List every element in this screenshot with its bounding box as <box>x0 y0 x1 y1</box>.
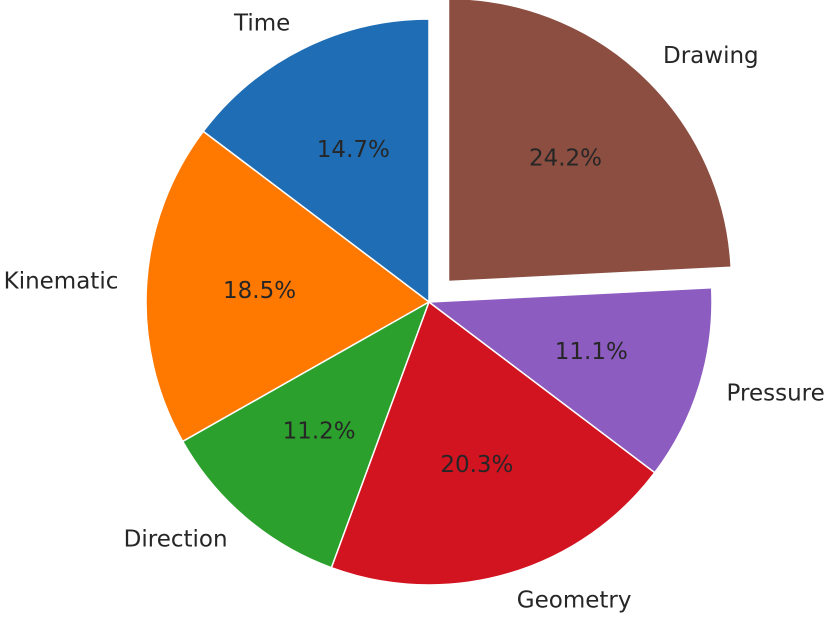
pie-labels: Time 14.7% Kinematic 18.5% Direction 11.2% Geo… <box>4 10 825 613</box>
slice-percent-time: 14.7% <box>317 137 390 163</box>
pie-slice-direction <box>181 301 430 569</box>
slice-label-kinematic: Kinematic <box>4 268 119 294</box>
slice-percent-pressure: 11.1% <box>555 339 628 365</box>
slice-percent-geometry: 20.3% <box>440 452 513 478</box>
slice-label-direction: Direction <box>124 526 228 552</box>
pie-slice-drawing <box>447 0 732 283</box>
pie-slice-pressure <box>428 287 713 474</box>
pie-slice-geometry <box>330 301 656 586</box>
pie-slices <box>145 0 732 586</box>
slice-label-time: Time <box>233 10 290 36</box>
pie-slice-time <box>202 18 430 303</box>
slice-label-drawing: Drawing <box>663 43 759 69</box>
slice-percent-kinematic: 18.5% <box>223 278 296 304</box>
slice-percent-drawing: 24.2% <box>529 145 602 171</box>
slice-label-pressure: Pressure <box>727 381 825 407</box>
pie-slice-kinematic <box>145 130 430 443</box>
slice-percent-direction: 11.2% <box>283 418 356 444</box>
slice-label-geometry: Geometry <box>517 588 632 614</box>
